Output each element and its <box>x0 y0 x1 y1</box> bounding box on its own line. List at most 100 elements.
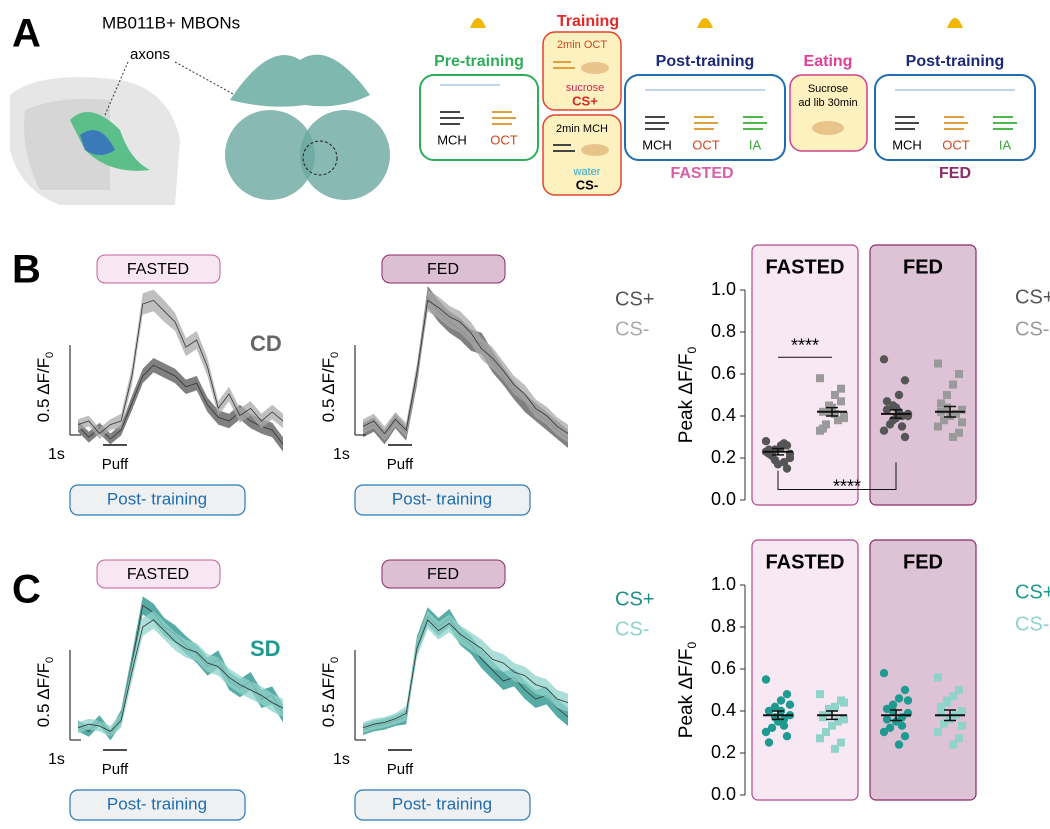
eating-title: Eating <box>804 53 853 70</box>
group-label: SD <box>250 636 281 661</box>
data-point <box>900 376 910 385</box>
data-point <box>940 416 948 425</box>
legend-label: CS- <box>1015 318 1049 340</box>
data-point <box>770 455 780 465</box>
data-point <box>779 439 789 448</box>
y-tick-label: 1.0 <box>711 574 736 594</box>
data-point <box>885 723 895 732</box>
data-point <box>831 391 839 399</box>
data-point <box>897 721 907 730</box>
data-point <box>955 428 963 437</box>
error-bar <box>826 710 838 721</box>
data-point <box>761 727 771 737</box>
protocol: Pre-training MCH OCT Training 2min OCT s… <box>419 13 1036 196</box>
data-point <box>837 738 845 747</box>
data-point <box>894 694 904 703</box>
data-point <box>949 692 957 701</box>
data-point <box>888 706 898 716</box>
phase-pill <box>354 789 531 821</box>
odor-label: OCT <box>490 132 518 147</box>
y-tick-label: 0.8 <box>711 616 736 636</box>
scale-y-text: 0.5 ΔF/F <box>34 358 53 422</box>
condition-pill <box>381 254 506 284</box>
y-tick-label: 0.8 <box>711 321 736 341</box>
data-point <box>840 698 848 707</box>
error-bar <box>826 406 838 417</box>
scale-y-label: 0.5 ΔF/F0 <box>319 657 340 727</box>
data-point <box>782 690 792 699</box>
scale-y-sub: 0 <box>329 657 341 663</box>
data-point <box>900 432 910 442</box>
stimulus-label: Puff <box>102 761 129 778</box>
data-point <box>937 399 945 408</box>
data-point <box>782 732 792 741</box>
data-point <box>900 685 910 695</box>
post-training-title: Post-training <box>906 53 1005 70</box>
trace-line <box>77 364 284 445</box>
stimulus-label: Puff <box>387 456 414 473</box>
group-box <box>751 539 859 801</box>
error-bar <box>772 447 784 456</box>
data-point <box>943 696 951 705</box>
data-point <box>879 727 889 737</box>
data-point <box>934 728 942 736</box>
data-point <box>879 669 889 678</box>
data-point <box>949 740 957 749</box>
sig-label: **** <box>833 476 861 496</box>
data-point <box>837 384 845 393</box>
panel-label: C <box>12 568 41 612</box>
data-point <box>819 424 827 433</box>
phase-pill <box>69 789 246 821</box>
sem-band <box>78 358 283 452</box>
data-point <box>840 715 848 724</box>
legend-label: CS+ <box>1015 581 1050 603</box>
data-point <box>903 696 913 705</box>
odor-label: IA <box>749 137 762 152</box>
data-point <box>831 702 839 711</box>
training-title: Training <box>557 13 619 30</box>
phase-label: Post- training <box>392 489 492 508</box>
group-box <box>751 244 859 506</box>
data-point <box>767 723 777 732</box>
scale-x-label: 1s <box>333 446 350 463</box>
y-title-sub: 0 <box>685 641 699 648</box>
data-point <box>882 397 892 406</box>
data-point <box>952 409 960 418</box>
data-point <box>879 426 889 435</box>
data-point <box>943 391 951 399</box>
scale-y-label: 0.5 ΔF/F0 <box>34 657 55 727</box>
data-point <box>934 673 942 682</box>
stimulus-label: Puff <box>387 761 414 778</box>
data-point <box>825 704 833 713</box>
data-point <box>816 734 824 743</box>
data-point <box>937 709 945 718</box>
condition-pill <box>96 254 221 284</box>
post-training-title: Post-training <box>656 53 755 70</box>
odor-label: MCH <box>437 132 467 147</box>
phase-label: Post- training <box>107 794 207 813</box>
group-header: FED <box>903 256 943 278</box>
condition-pill <box>381 559 506 589</box>
trace-line <box>77 619 284 732</box>
odor-label: MCH <box>642 137 672 152</box>
data-point <box>779 721 789 730</box>
odor-label: OCT <box>942 137 970 152</box>
train-reward: water <box>573 166 601 178</box>
brain-illustration <box>10 54 390 205</box>
panel-label: A <box>12 12 41 56</box>
group-box <box>869 539 977 801</box>
phase-pill <box>69 484 246 516</box>
y-tick-label: 0.4 <box>711 700 736 720</box>
train-cs: CS+ <box>572 93 598 108</box>
legend-label: CS+ <box>615 288 654 310</box>
data-point <box>937 702 945 711</box>
condition-label: FASTED <box>127 566 189 583</box>
scale-x-label: 1s <box>48 751 65 768</box>
data-point <box>882 715 892 724</box>
data-point <box>934 359 942 368</box>
data-point <box>900 732 910 741</box>
y-title-sub: 0 <box>685 346 699 353</box>
y-title-text: Peak ΔF/F <box>676 353 697 443</box>
data-point <box>764 706 774 716</box>
